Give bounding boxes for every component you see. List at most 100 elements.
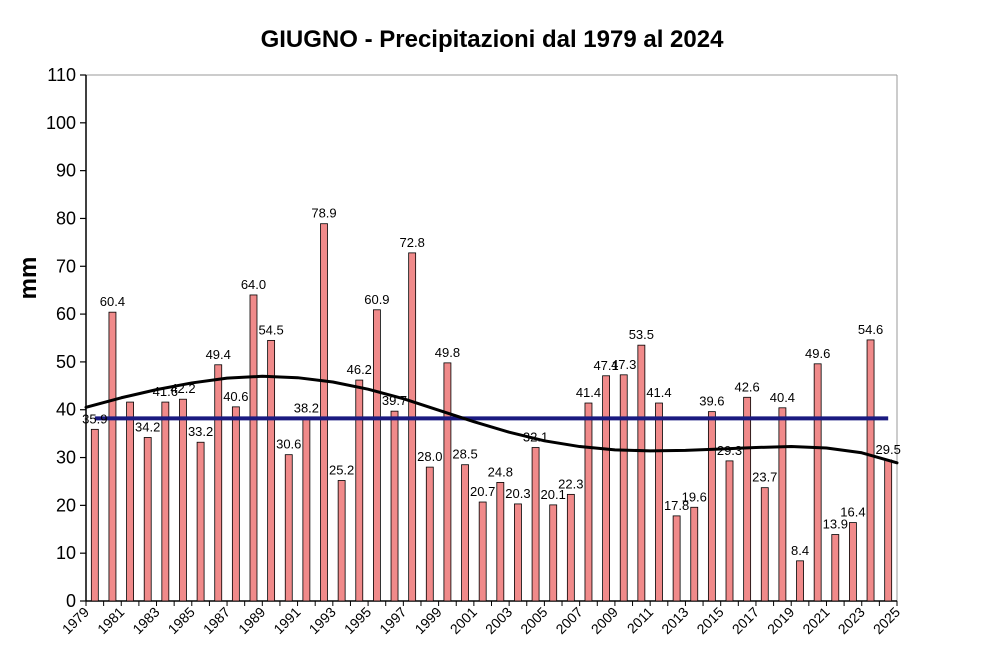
bar — [496, 482, 505, 602]
y-tick-label: 100 — [46, 113, 76, 133]
x-tick-label: 2021 — [799, 604, 832, 637]
bar — [760, 487, 769, 602]
bar-value-label: 29.3 — [717, 443, 742, 458]
bar — [478, 501, 487, 602]
y-tick-label: 80 — [56, 208, 76, 228]
bar-value-label: 19.6 — [682, 489, 707, 504]
bar-value-label: 33.2 — [188, 424, 213, 439]
bar — [884, 459, 893, 602]
bar — [584, 402, 593, 602]
bar — [196, 441, 205, 602]
x-tick-label: 2023 — [835, 604, 868, 637]
x-tick-label: 2011 — [624, 604, 657, 637]
bar — [461, 464, 469, 602]
bar-value-label: 13.9 — [823, 517, 848, 532]
bar-value-label: 35.9 — [82, 411, 107, 426]
bar-value-label: 49.8 — [435, 345, 460, 360]
x-tick-label: 1981 — [94, 604, 127, 637]
trend-curve — [84, 374, 899, 465]
bar-value-label: 30.6 — [276, 437, 301, 452]
x-tick-label: 2015 — [693, 604, 726, 637]
x-tick-label: 2003 — [482, 604, 515, 637]
bar-value-label: 23.7 — [752, 470, 777, 485]
bar-value-label: 46.2 — [347, 362, 372, 377]
bar-value-label: 41.4 — [576, 385, 601, 400]
bar-value-label: 60.4 — [100, 294, 125, 309]
bar — [602, 375, 610, 602]
bar — [549, 504, 558, 602]
x-tick-label: 2007 — [552, 604, 585, 637]
y-tick-label: 10 — [56, 543, 76, 563]
x-tick-label: 1997 — [376, 604, 409, 637]
x-tick-label: 2019 — [764, 604, 797, 637]
bar-value-label: 25.2 — [329, 463, 354, 478]
x-tick-label: 1989 — [235, 604, 268, 637]
bar-value-label: 54.6 — [858, 322, 883, 337]
bar-value-label: 40.6 — [223, 389, 248, 404]
y-tick-label: 110 — [47, 65, 76, 85]
bar — [302, 417, 311, 602]
bar — [372, 309, 381, 602]
bar — [637, 344, 646, 602]
chart-title: GIUGNO - Precipitazioni dal 1979 al 2024 — [260, 26, 724, 53]
bar-value-label: 29.5 — [876, 442, 901, 457]
bar — [707, 411, 716, 602]
bar — [390, 410, 399, 602]
y-tick-label: 70 — [56, 256, 76, 276]
bar — [249, 294, 258, 602]
y-tick-label: 0 — [66, 591, 76, 611]
bar — [126, 401, 134, 602]
bar-value-label: 47.3 — [611, 357, 636, 372]
bar — [214, 364, 223, 602]
x-tick-label: 1999 — [411, 604, 444, 637]
bar-value-label: 20.3 — [505, 486, 530, 501]
x-tick-label: 2001 — [447, 604, 480, 637]
bar-value-label: 32.1 — [523, 430, 548, 445]
y-tick-label: 20 — [56, 495, 76, 515]
bar-value-label: 60.9 — [364, 292, 389, 307]
bar-value-label: 64.0 — [241, 277, 266, 292]
bar-value-label: 8.4 — [791, 543, 809, 558]
bar-value-label: 24.8 — [488, 464, 513, 479]
y-axis-title: mm — [15, 257, 42, 300]
x-tick-label: 1995 — [341, 604, 374, 637]
bar-value-label: 78.9 — [311, 206, 336, 221]
x-tick-label: 1979 — [59, 604, 92, 637]
bar-value-label: 42.2 — [170, 381, 195, 396]
y-tick-label: 40 — [56, 400, 76, 420]
bar — [425, 466, 434, 602]
bar — [267, 339, 276, 602]
bar — [725, 460, 734, 602]
bar-value-label: 28.0 — [417, 449, 442, 464]
bar — [866, 339, 875, 602]
bar — [355, 379, 364, 602]
x-tick-label: 2013 — [658, 604, 691, 637]
bar — [231, 406, 240, 602]
bar — [320, 223, 328, 602]
y-tick-label: 50 — [56, 352, 76, 372]
bar — [849, 522, 857, 602]
bar-value-label: 39.7 — [382, 393, 407, 408]
x-tick-label: 1993 — [306, 604, 339, 637]
bar — [743, 396, 752, 602]
x-tick-label: 2009 — [588, 604, 621, 637]
bar — [143, 437, 152, 602]
bar-value-label: 17.8 — [664, 498, 689, 513]
bar — [443, 362, 452, 602]
bar-value-label: 40.4 — [770, 390, 795, 405]
bar-value-label: 41.4 — [646, 385, 671, 400]
bar — [337, 480, 346, 602]
bar-value-label: 49.4 — [206, 347, 231, 362]
bar-value-label: 16.4 — [840, 505, 865, 520]
bar-value-label: 41.6 — [153, 384, 178, 399]
y-tick-label: 90 — [56, 161, 76, 181]
bar-value-label: 47.1 — [593, 358, 618, 373]
bar — [672, 515, 681, 602]
bar-value-label: 28.5 — [452, 447, 477, 462]
bars-group — [90, 223, 893, 602]
bar-value-label: 42.6 — [734, 379, 759, 394]
bar — [566, 493, 575, 602]
bar — [778, 407, 787, 602]
